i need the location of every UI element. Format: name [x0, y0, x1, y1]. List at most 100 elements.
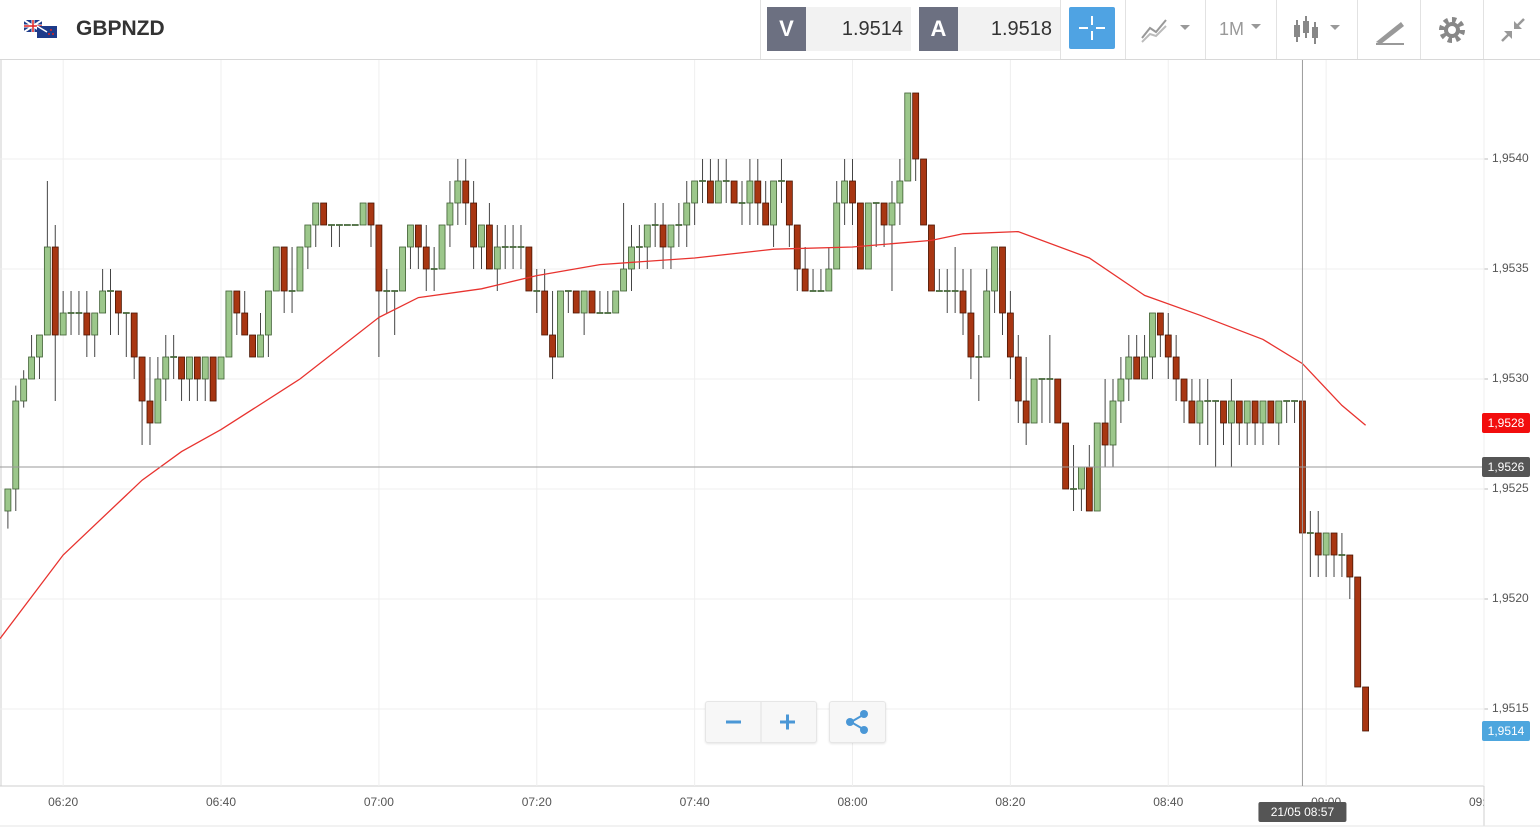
- zoom-buttons: [706, 702, 816, 742]
- candle-body: [59, 312, 67, 336]
- candle-body: [1220, 400, 1227, 424]
- candle-body: [951, 290, 959, 292]
- candle-body: [604, 312, 612, 314]
- candle-body: [596, 312, 604, 314]
- candle-body: [872, 202, 880, 204]
- candle-body: [91, 312, 99, 336]
- candle-body: [272, 246, 280, 292]
- candle-body: [288, 290, 296, 292]
- candle-body: [12, 400, 20, 490]
- candle-body: [1251, 400, 1259, 424]
- moving-average: [0, 230, 1367, 639]
- candle-body: [730, 180, 738, 204]
- candle-body: [446, 202, 454, 226]
- crosshair-time-box: [1258, 802, 1347, 822]
- zoom-out-button[interactable]: [706, 702, 760, 742]
- candle-body: [564, 290, 572, 292]
- candle-body: [43, 246, 51, 336]
- candle-body: [1275, 400, 1283, 424]
- candle-body: [225, 290, 233, 358]
- candle-body: [115, 290, 122, 314]
- zoom-in-button[interactable]: [762, 702, 816, 742]
- candle-body: [36, 334, 43, 358]
- price-marker-label: 1,9514: [1488, 724, 1525, 738]
- candle-body: [920, 158, 927, 226]
- candle-body: [612, 290, 620, 314]
- chart: 1,9515 1,9520 1,9525 1,9530 1,9535 1,9540 06:2…: [0, 60, 1540, 827]
- candle-body: [162, 356, 170, 380]
- candle-style-button[interactable]: [1292, 14, 1348, 46]
- candle-body: [880, 202, 888, 226]
- candle-body: [509, 246, 517, 248]
- candle-body: [801, 268, 809, 292]
- dropdown-icon: [1251, 24, 1261, 29]
- candle-body: [1070, 488, 1077, 490]
- candle-body: [241, 312, 249, 336]
- settings-button[interactable]: [1436, 14, 1468, 46]
- candle-body: [414, 224, 422, 248]
- candle-body: [454, 180, 462, 204]
- x-tick-label: 08:20: [995, 795, 1025, 809]
- candle-body: [438, 224, 446, 270]
- crosshair-button[interactable]: [1069, 7, 1115, 49]
- candle-body: [257, 334, 264, 358]
- ask-price[interactable]: 1.9518: [958, 7, 1060, 51]
- candle-body: [809, 290, 817, 292]
- x-tick-label: 08:00: [837, 795, 867, 809]
- candle-body: [336, 224, 343, 226]
- candle-body: [28, 356, 35, 380]
- crosshair-price-box: [1482, 457, 1530, 477]
- draw-button[interactable]: [1373, 14, 1407, 46]
- candle-body: [1133, 356, 1141, 380]
- candle-body: [888, 202, 896, 226]
- candle-body: [1006, 312, 1014, 358]
- candle-body: [1243, 400, 1251, 424]
- candle-body: [1338, 554, 1346, 556]
- candle-body: [975, 356, 983, 358]
- bid-price[interactable]: 1.9514: [806, 7, 911, 51]
- y-tick-label: 1,9525: [1492, 481, 1529, 495]
- candle-body: [746, 180, 754, 204]
- candle-body: [1038, 378, 1046, 380]
- candle-body: [762, 202, 770, 226]
- candle-body: [1101, 422, 1109, 446]
- candle-body: [170, 356, 178, 358]
- ask-label[interactable]: A: [919, 7, 958, 51]
- candle-body: [912, 92, 920, 160]
- candle-body: [707, 180, 714, 204]
- candle-body: [501, 246, 509, 248]
- candle-body: [643, 224, 651, 248]
- candle-body: [178, 356, 185, 380]
- candle-body: [1022, 400, 1030, 424]
- candle-body: [628, 246, 635, 270]
- bid-label[interactable]: V: [767, 7, 806, 51]
- candle-body: [407, 224, 414, 248]
- share-button[interactable]: [829, 701, 886, 743]
- x-tick-label: 08:40: [1153, 795, 1183, 809]
- candle-body: [778, 180, 785, 182]
- candle-body: [280, 246, 288, 292]
- chart-type-button[interactable]: [1140, 16, 1196, 44]
- candle-body: [699, 180, 706, 182]
- candle-body: [264, 290, 272, 336]
- candle-body: [478, 224, 485, 248]
- candle-body: [1078, 466, 1085, 490]
- timeframe[interactable]: 1M: [1219, 19, 1245, 39]
- candle-body: [857, 202, 864, 270]
- collapse-button[interactable]: [1498, 15, 1528, 45]
- candle-body: [557, 290, 564, 358]
- candle-body: [1314, 532, 1322, 556]
- crosshair-price-label: 1,9526: [1488, 460, 1525, 474]
- candle-body: [549, 334, 556, 358]
- candle-body: [328, 224, 335, 226]
- candle-body: [1085, 466, 1093, 512]
- candle-body: [714, 180, 722, 204]
- candle-body: [391, 290, 399, 292]
- candle-body: [249, 334, 256, 358]
- candle-body: [493, 246, 501, 270]
- candle-body: [201, 356, 209, 380]
- candle-body: [359, 202, 367, 226]
- candle-body: [754, 180, 762, 204]
- x-tick-label: 07:00: [364, 795, 394, 809]
- candle-body: [517, 246, 525, 248]
